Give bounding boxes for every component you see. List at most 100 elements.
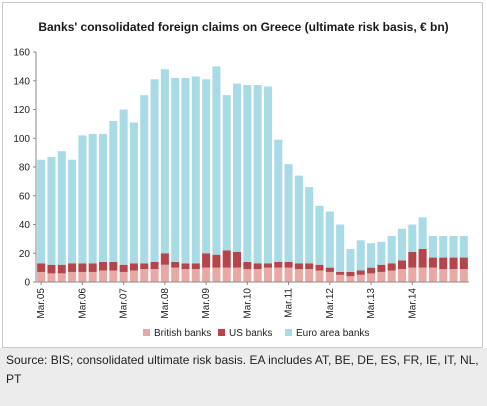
bar-segment-s1-39	[439, 257, 448, 270]
bar-segment-s1-1	[47, 264, 56, 274]
bar-segment-s2-22	[263, 86, 272, 264]
bar-segment-s0-28	[325, 271, 334, 282]
bar-segment-s2-15	[191, 76, 200, 264]
bar-segment-s1-9	[129, 263, 138, 271]
bar-segment-s1-30	[346, 271, 355, 277]
y-tick-label: 0	[24, 278, 30, 289]
x-tick-label: Mar.09	[201, 288, 212, 319]
bar-segment-s0-18	[222, 267, 231, 283]
bar-segment-s2-8	[119, 109, 128, 265]
bar-segment-s0-23	[274, 267, 283, 283]
x-tick-label: Mar.10	[242, 288, 253, 319]
bar-segment-s1-17	[212, 254, 221, 268]
bar-segment-s2-35	[397, 228, 407, 261]
bar-segment-s1-20	[243, 261, 252, 270]
legend-swatch-0	[143, 329, 150, 336]
bar-segment-s2-36	[408, 224, 417, 252]
bar-segment-s1-5	[88, 263, 97, 272]
bar-segment-s1-6	[98, 261, 108, 271]
bar-segment-s1-14	[181, 263, 190, 270]
bar-segment-s0-6	[98, 270, 108, 282]
bar-segment-s1-31	[356, 270, 365, 275]
bar-segment-s1-16	[202, 253, 211, 268]
bar-segment-s2-31	[356, 240, 365, 271]
bar-segment-s2-24	[284, 164, 293, 262]
bar-segment-s0-17	[212, 267, 221, 283]
bar-segment-s1-4	[78, 263, 87, 272]
bar-segment-s1-13	[171, 261, 180, 268]
bar-segment-s1-37	[418, 248, 427, 268]
bar-segment-s2-12	[160, 69, 169, 254]
bar-segment-s0-10	[140, 269, 149, 282]
bar-segment-s0-41	[459, 269, 468, 282]
bar-segment-s0-35	[397, 269, 407, 282]
bar-segment-s1-0	[37, 263, 46, 272]
bar-segment-s1-38	[428, 257, 437, 268]
bar-segment-s0-27	[315, 270, 324, 282]
bar-segment-s2-25	[294, 175, 303, 264]
y-tick-label: 160	[13, 48, 30, 59]
bar-segment-s0-22	[263, 267, 272, 283]
bar-segment-s1-40	[449, 257, 458, 270]
plot-area	[37, 66, 468, 283]
x-tick-label: Mar.06	[77, 288, 88, 319]
bar-segment-s2-11	[150, 79, 159, 262]
bar-segment-s0-34	[387, 270, 396, 282]
stacked-bar-chart: 0 20 40 60 80 100 120 140 160 Mar.05 Mar.06 Mar.07…	[13, 48, 469, 339]
bar-segment-s2-33	[377, 241, 386, 265]
bar-segment-s2-21	[253, 85, 262, 264]
bar-segment-s0-16	[202, 267, 211, 283]
bar-segment-s2-37	[418, 217, 427, 249]
bar-segment-s1-24	[284, 261, 293, 268]
legend: British banks US banks Euro area banks	[143, 328, 369, 339]
bar-segment-s2-39	[439, 236, 448, 258]
bar-segment-s2-10	[140, 95, 149, 264]
bar-segment-s0-26	[305, 269, 314, 282]
bar-segment-s2-9	[129, 122, 138, 264]
bar-segment-s2-17	[212, 66, 221, 255]
legend-label-2: Euro area banks	[296, 328, 369, 339]
bar-segment-s0-11	[150, 269, 159, 282]
bar-segment-s0-12	[160, 264, 169, 282]
bar-segment-s0-30	[346, 276, 355, 282]
bar-segment-s0-29	[336, 274, 345, 282]
bar-segment-s1-35	[397, 260, 407, 270]
x-axis: Mar.05 Mar.06 Mar.07 Mar.08 Mar.09 Mar.10 Mar.…	[36, 281, 469, 319]
bar-segment-s1-29	[336, 271, 345, 275]
bar-segment-s0-0	[37, 271, 46, 282]
bar-segment-s2-26	[305, 187, 314, 264]
bar-segment-s0-20	[243, 269, 252, 282]
bar-segment-s2-38	[428, 236, 437, 258]
bar-segment-s0-9	[129, 270, 138, 282]
bar-segment-s2-14	[181, 77, 190, 264]
bar-segment-s2-32	[367, 243, 376, 268]
bar-segment-s0-31	[356, 274, 365, 282]
bar-segment-s0-33	[377, 271, 386, 282]
bar-segment-s0-19	[233, 267, 242, 283]
y-tick-label: 20	[19, 249, 31, 260]
bar-segment-s1-34	[387, 263, 396, 271]
bar-segment-s1-18	[222, 250, 231, 268]
bar-segment-s1-11	[150, 261, 159, 270]
bar-segment-s2-27	[315, 205, 324, 265]
y-tick-label: 140	[13, 76, 30, 87]
bar-segment-s2-7	[109, 121, 118, 262]
bar-segment-s2-29	[336, 224, 345, 272]
bar-segment-s2-40	[449, 236, 458, 258]
bar-segment-s0-14	[181, 269, 190, 282]
bar-segment-s0-4	[78, 271, 87, 282]
y-tick-label: 80	[19, 163, 31, 174]
x-tick-label: Mar.05	[36, 288, 47, 319]
bar-segment-s0-8	[119, 271, 128, 282]
source-note: Source: BIS; consolidated ultimate risk …	[0, 348, 487, 406]
bar-segment-s0-24	[284, 267, 293, 283]
bar-segment-s1-2	[57, 264, 66, 274]
x-tick-label: Mar.11	[284, 288, 295, 318]
bar-segment-s1-25	[294, 263, 303, 270]
bar-segment-s2-19	[233, 83, 242, 252]
bar-segment-s1-15	[191, 263, 200, 270]
chart-title: Banks' consolidated foreign claims on Gr…	[38, 20, 449, 34]
y-tick-label: 120	[13, 105, 30, 116]
bar-segment-s2-13	[171, 77, 180, 262]
bar-segment-s1-33	[377, 264, 386, 272]
